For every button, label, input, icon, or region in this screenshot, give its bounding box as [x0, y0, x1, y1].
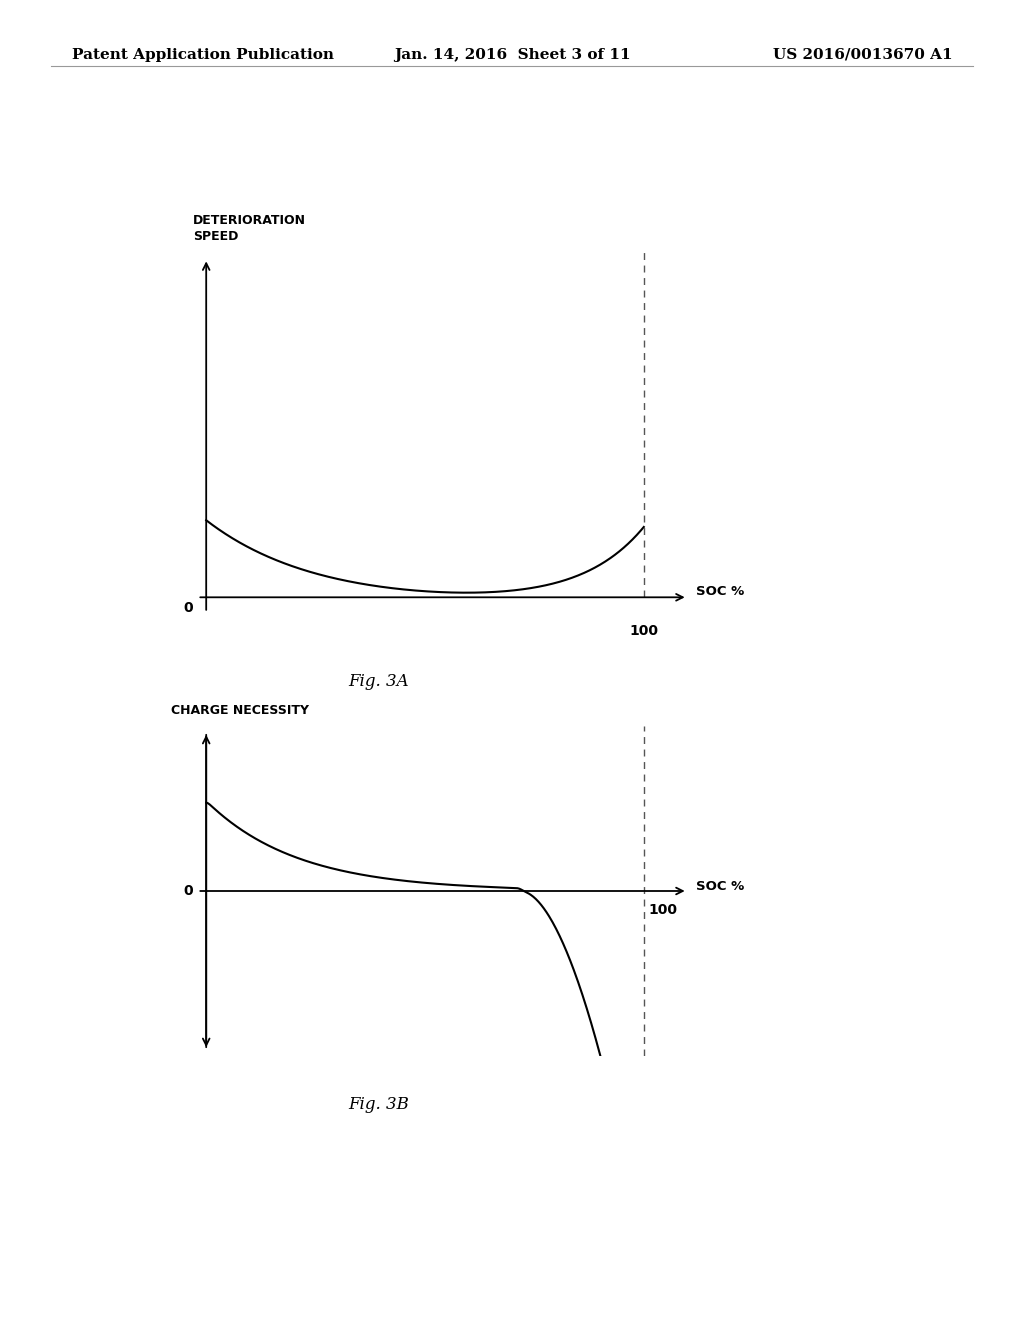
Text: Fig. 3B: Fig. 3B: [348, 1096, 410, 1113]
Text: 100: 100: [648, 903, 677, 917]
Text: 0: 0: [183, 601, 194, 615]
Text: 100: 100: [630, 624, 658, 639]
Text: SOC %: SOC %: [696, 585, 744, 598]
Text: CHARGE NECESSITY: CHARGE NECESSITY: [171, 704, 309, 717]
Text: 0: 0: [183, 884, 194, 898]
Text: Jan. 14, 2016  Sheet 3 of 11: Jan. 14, 2016 Sheet 3 of 11: [393, 48, 631, 62]
Text: US 2016/0013670 A1: US 2016/0013670 A1: [773, 48, 952, 62]
Text: SOC %: SOC %: [696, 880, 744, 894]
Text: Fig. 3A: Fig. 3A: [348, 673, 410, 690]
Text: DETERIORATION
SPEED: DETERIORATION SPEED: [194, 214, 306, 243]
Text: Patent Application Publication: Patent Application Publication: [72, 48, 334, 62]
